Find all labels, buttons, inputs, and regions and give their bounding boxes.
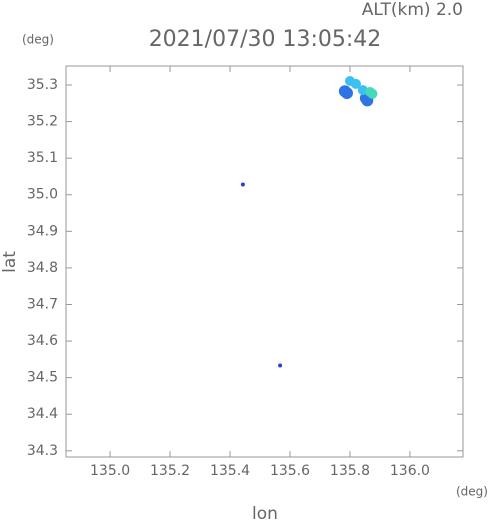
x-tick-label: 135.6 bbox=[270, 463, 310, 479]
x-tick-label: 136.0 bbox=[390, 463, 430, 479]
x-tick-label: 135.4 bbox=[210, 463, 250, 479]
y-tick-label: 35.1 bbox=[27, 150, 58, 166]
y-unit: (deg) bbox=[22, 33, 54, 47]
y-tick-label: 34.7 bbox=[27, 296, 58, 312]
point bbox=[278, 363, 283, 368]
point bbox=[350, 78, 361, 89]
y-tick-label: 35.2 bbox=[27, 114, 58, 130]
point bbox=[367, 88, 378, 99]
point bbox=[240, 182, 245, 187]
y-tick-label: 34.6 bbox=[27, 333, 58, 349]
y-tick-label: 35.3 bbox=[27, 77, 58, 93]
chart-title: 2021/07/30 13:05:42 bbox=[149, 27, 382, 52]
subtitle: ALT(km) 2.0 bbox=[362, 0, 463, 20]
x-unit: (deg) bbox=[456, 485, 488, 499]
y-tick-label: 35.0 bbox=[27, 187, 58, 203]
point bbox=[340, 87, 353, 100]
y-tick-label: 34.4 bbox=[27, 406, 58, 422]
y-tick-label: 34.5 bbox=[27, 370, 58, 386]
x-tick-label: 135.8 bbox=[330, 463, 370, 479]
x-tick-label: 135.2 bbox=[150, 463, 190, 479]
y-tick-label: 34.8 bbox=[27, 260, 58, 276]
y-tick-label: 34.9 bbox=[27, 223, 58, 239]
x-tick-label: 135.0 bbox=[90, 463, 130, 479]
x-axis-label: lon bbox=[252, 504, 278, 521]
plot-frame bbox=[65, 65, 464, 458]
y-tick-label: 34.3 bbox=[27, 443, 58, 459]
y-axis-label: lat bbox=[0, 251, 20, 273]
